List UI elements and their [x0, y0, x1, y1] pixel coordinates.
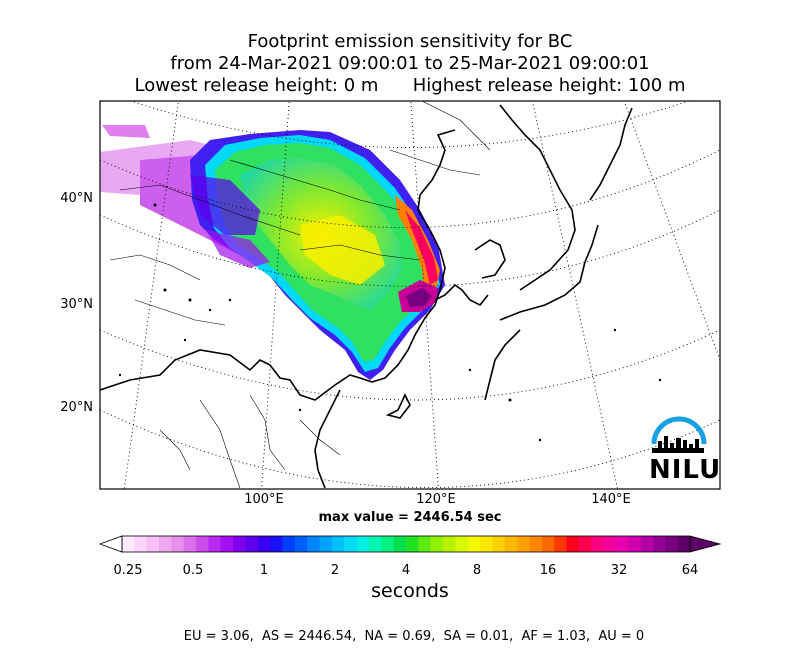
colorbar-cell	[368, 536, 382, 552]
colorbar-cell	[430, 536, 444, 552]
colorbar-cell	[418, 536, 432, 552]
colorbar-cell	[443, 536, 456, 552]
colorbar-cell	[171, 536, 185, 552]
colorbar-cell	[406, 536, 419, 552]
graticule	[100, 101, 720, 489]
max-value-label: max value = 2446.54 sec	[318, 510, 502, 525]
lat-label-30n: 30°N	[60, 297, 93, 312]
colorbar-cell	[640, 536, 654, 552]
colorbar-tick-label: 16	[539, 563, 557, 578]
map-frame	[99, 100, 721, 490]
colorbar-cell	[294, 536, 308, 552]
colorbar-cell	[517, 536, 530, 552]
colorbar-cell	[677, 536, 691, 552]
colorbar-cell	[554, 536, 568, 552]
colorbar-cell	[467, 536, 481, 552]
colorbar-tick-label: 64	[681, 563, 699, 578]
colorbar-cell	[270, 536, 284, 552]
colorbar-cell	[245, 536, 259, 552]
colorbar-cell	[122, 536, 135, 552]
colorbar-cell	[480, 536, 493, 552]
colorbar-cell	[356, 536, 370, 552]
lat-label-20n: 20°N	[60, 400, 93, 415]
colorbar-cell	[319, 536, 333, 552]
colorbar-cell	[220, 536, 234, 552]
footprint-plume	[100, 125, 445, 380]
lon-label-100e: 100°E	[244, 492, 284, 507]
colorbar-cell	[628, 536, 642, 552]
country-borders	[109, 101, 491, 489]
colorbar-cell	[159, 536, 172, 552]
map-title-line-1: Footprint emission sensitivity for BC	[247, 31, 573, 52]
colorbar-cell	[196, 536, 209, 552]
colorbar-tick-label: 0.5	[182, 563, 204, 578]
colorbar-cell	[603, 536, 617, 552]
colorbar-cell	[331, 536, 345, 552]
colorbar-max-arrow	[689, 535, 722, 553]
colorbar-cell	[146, 536, 160, 552]
lat-label-40n: 40°N	[60, 191, 93, 206]
colorbar-min-arrow	[98, 535, 123, 553]
map-title-line-3: Lowest release height: 0 m Highest relea…	[134, 75, 686, 96]
colorbar-cell	[541, 536, 555, 552]
colorbar-cell	[282, 536, 296, 552]
colorbar-cell	[183, 536, 197, 552]
colorbar-cell	[492, 536, 506, 552]
colorbar-cell	[233, 536, 246, 552]
colorbar-unit-label: seconds	[371, 580, 449, 602]
colorbar-cell	[257, 536, 271, 552]
colorbar-cell	[578, 536, 592, 552]
colorbar-tick-label: 8	[472, 563, 482, 578]
colorbar-tick-label: 4	[401, 563, 411, 578]
islands	[118, 203, 662, 442]
lon-label-140e: 140°E	[591, 492, 631, 507]
nilu-logo-text: NILU	[649, 455, 722, 485]
colorbar-tick-label: 2	[330, 563, 340, 578]
colorbar-cell	[134, 536, 148, 552]
colorbar-cell	[344, 536, 358, 552]
coastlines	[100, 104, 633, 489]
regional-summary: EU = 3.06, AS = 2446.54, NA = 0.69, SA =…	[183, 629, 645, 644]
colorbar-cell	[591, 536, 605, 552]
colorbar-cell	[566, 536, 580, 552]
colorbar-cell	[208, 536, 222, 552]
colorbar-cell	[504, 536, 518, 552]
colorbar-cell	[529, 536, 543, 552]
colorbar-cell	[615, 536, 629, 552]
nilu-logo	[651, 416, 707, 453]
colorbar-cell	[665, 536, 679, 552]
colorbar-cell	[455, 536, 469, 552]
colorbar-tick-label: 32	[610, 563, 628, 578]
colorbar-cell	[393, 536, 407, 552]
colorbar-cell	[652, 536, 666, 552]
colorbar-tick-label: 0.25	[113, 563, 143, 578]
map-title-line-2: from 24-Mar-2021 09:00:01 to 25-Mar-2021…	[170, 53, 650, 74]
colorbar-frame	[121, 535, 691, 553]
colorbar-cell	[307, 536, 321, 552]
lon-label-120e: 120°E	[416, 492, 456, 507]
colorbar-cell	[381, 536, 395, 552]
colorbar-tick-label: 1	[259, 563, 269, 578]
